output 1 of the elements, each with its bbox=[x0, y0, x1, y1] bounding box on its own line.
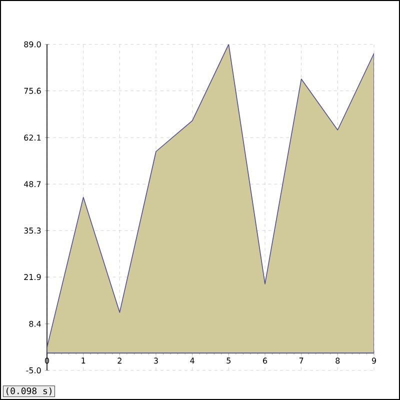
text: (0.098 s) bbox=[6, 387, 52, 396]
